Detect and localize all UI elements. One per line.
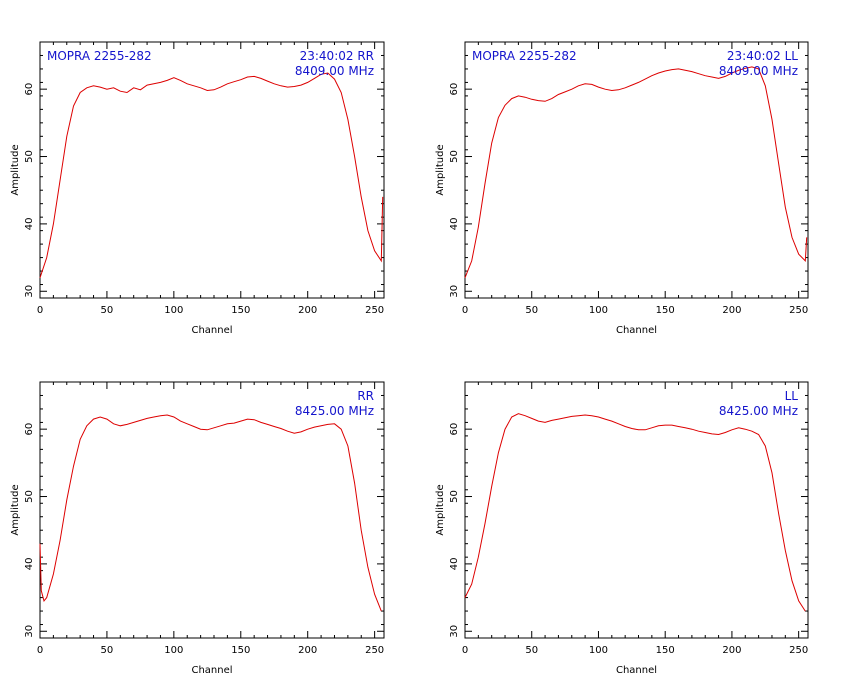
y-tick-label: 40 [449,218,460,231]
x-tick-label: 50 [525,305,538,316]
y-tick-label: 60 [24,423,35,436]
y-axis-label: Amplitude [10,484,21,535]
x-tick-label: 50 [101,305,114,316]
x-tick-label: 150 [231,645,250,656]
time-polarization-label: LL [785,389,799,403]
x-tick-label: 200 [298,645,317,656]
panel-bottom-right: 0 50 100 150 200 250 30 40 50 60 Channel Amplitude L… [435,381,809,676]
time-polarization-label: 23:40:02 RR [300,49,374,63]
frequency-label: 8409.00 MHz [295,64,374,78]
time-polarization-label: RR [357,389,374,403]
y-axis-label: Amplitude [10,144,21,195]
plot-frame [39,41,385,299]
frequency-label: 8409.00 MHz [719,64,798,78]
x-tick-label: 250 [365,305,384,316]
plot-frame [39,381,385,639]
y-tick-label: 50 [449,490,460,503]
y-tick-label: 30 [449,625,460,638]
amplitude-trace [464,413,806,612]
panel-top-right: 0 50 100 150 200 250 30 40 50 60 Channel Amplitude M… [435,41,809,336]
x-tick-label: 150 [656,305,675,316]
amplitude-trace [464,66,808,278]
x-axis-label: Channel [616,665,657,676]
y-tick-label: 40 [449,558,460,571]
frequency-label: 8425.00 MHz [719,404,798,418]
y-tick-label: 30 [24,285,35,298]
x-tick-label: 200 [298,305,317,316]
x-axis-label: Channel [616,325,657,336]
x-tick-label: 200 [722,305,741,316]
time-polarization-label: 23:40:02 LL [727,49,798,63]
source-label: MOPRA 2255-282 [472,49,577,63]
y-axis-label: Amplitude [435,484,446,535]
plot-frame [464,41,809,299]
y-tick-label: 40 [24,558,35,571]
y-axis-label: Amplitude [435,144,446,195]
frequency-label: 8425.00 MHz [295,404,374,418]
x-tick-label: 50 [101,645,114,656]
panel-top-left: 0 50 100 150 200 250 30 40 50 60 Channel Amplitude M… [10,41,385,336]
x-axis-label: Channel [191,665,232,676]
y-tick-label: 50 [449,150,460,163]
source-label: MOPRA 2255-282 [47,49,152,63]
x-tick-label: 200 [722,645,741,656]
amplitude-trace [39,72,384,278]
y-tick-label: 30 [449,285,460,298]
y-tick-label: 60 [449,83,460,96]
x-tick-label: 150 [656,645,675,656]
x-tick-label: 250 [789,305,808,316]
y-tick-label: 50 [24,150,35,163]
x-tick-label: 250 [789,645,808,656]
x-tick-label: 0 [37,645,43,656]
x-tick-label: 250 [365,645,384,656]
amplitude-trace [39,414,382,612]
x-tick-label: 150 [231,305,250,316]
x-tick-label: 100 [589,305,608,316]
x-tick-label: 100 [164,645,183,656]
x-tick-label: 100 [164,305,183,316]
x-tick-label: 0 [462,305,468,316]
y-tick-label: 40 [24,218,35,231]
panel-bottom-left: 0 50 100 150 200 250 30 40 50 60 Channel Amplitude R… [10,381,385,676]
y-tick-label: 60 [449,423,460,436]
y-tick-label: 50 [24,490,35,503]
x-tick-label: 0 [462,645,468,656]
x-tick-label: 0 [37,305,43,316]
y-tick-label: 60 [24,83,35,96]
x-tick-label: 50 [525,645,538,656]
x-tick-label: 100 [589,645,608,656]
plot-frame [464,381,809,639]
y-tick-label: 30 [24,625,35,638]
x-axis-label: Channel [191,325,232,336]
